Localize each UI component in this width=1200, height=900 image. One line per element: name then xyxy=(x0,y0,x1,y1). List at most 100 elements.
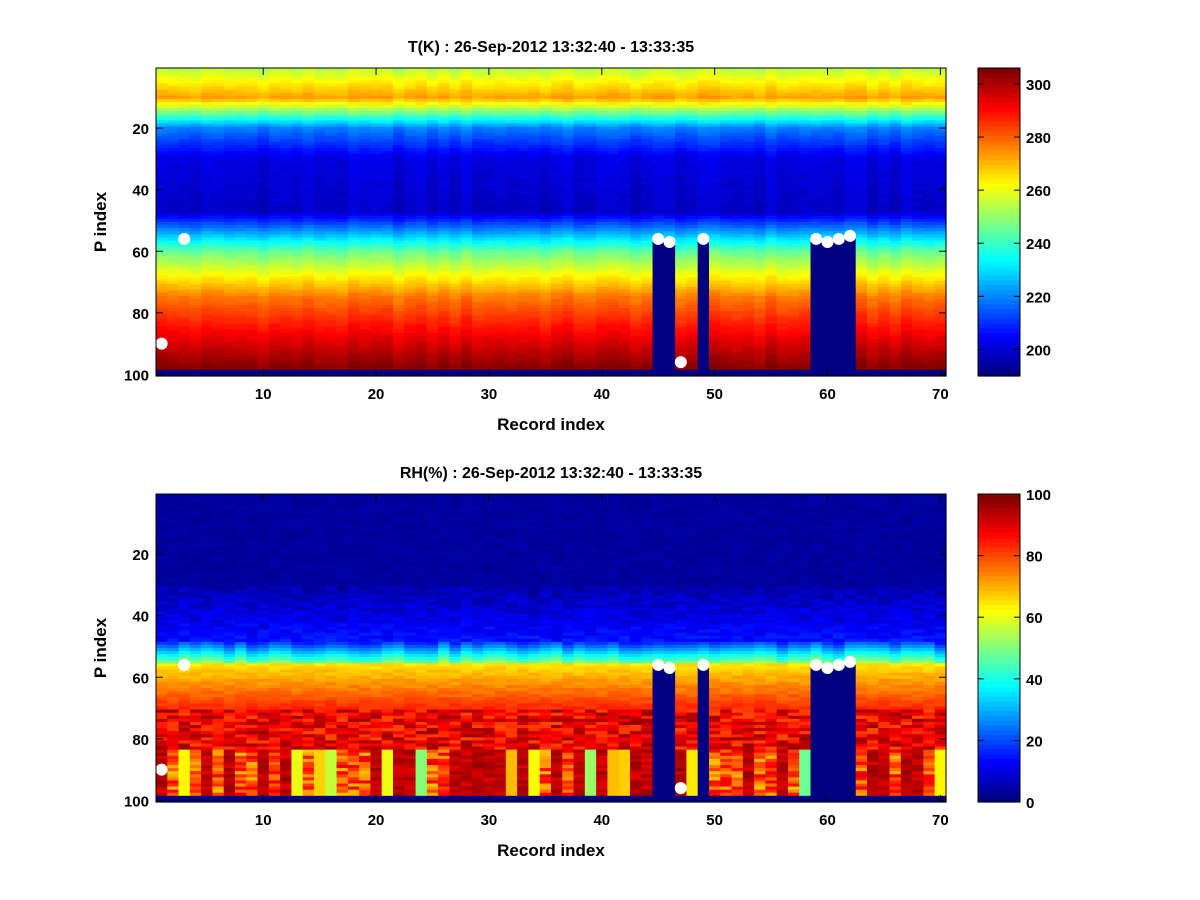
heatmap-cell xyxy=(393,114,405,118)
heatmap-cell xyxy=(438,283,451,288)
heatmap-cell xyxy=(257,314,270,319)
heatmap-cell xyxy=(246,101,259,106)
heatmap-cell xyxy=(178,351,191,356)
heatmap-cell xyxy=(370,157,383,161)
heatmap-cell xyxy=(325,231,338,235)
heatmap-cell xyxy=(156,283,168,288)
heatmap-cell xyxy=(246,145,259,149)
heatmap-cell xyxy=(178,265,191,269)
heatmap-cell xyxy=(189,172,202,177)
heatmap-cell xyxy=(223,243,236,248)
heatmap-cell xyxy=(235,366,247,371)
heatmap-cell xyxy=(359,138,372,143)
heatmap-cell xyxy=(438,181,451,186)
heatmap-cell xyxy=(359,129,372,134)
heatmap-cell xyxy=(438,178,451,183)
heatmap-cell xyxy=(370,178,383,183)
heatmap-cell xyxy=(156,351,168,356)
heatmap-cell xyxy=(393,218,405,223)
heatmap-cell xyxy=(347,92,360,97)
heatmap-cell xyxy=(268,114,281,118)
heatmap-cell xyxy=(449,295,462,300)
heatmap-cell xyxy=(381,292,394,297)
heatmap-cell xyxy=(280,268,293,272)
heatmap-cell xyxy=(268,215,281,220)
heatmap-cell xyxy=(178,138,191,143)
heatmap-cell xyxy=(336,317,349,322)
heatmap-cell xyxy=(189,342,202,346)
heatmap-cell xyxy=(370,289,383,294)
heatmap-cell xyxy=(189,311,202,315)
heatmap-cell xyxy=(359,240,372,245)
heatmap-cell xyxy=(167,163,180,168)
heatmap-cell xyxy=(325,160,338,165)
heatmap-cell xyxy=(257,348,270,352)
heatmap-cell xyxy=(449,166,462,171)
heatmap-cell xyxy=(201,114,214,118)
heatmap-cell xyxy=(178,92,191,97)
heatmap-cell xyxy=(325,98,338,103)
heatmap-cell xyxy=(336,218,349,223)
heatmap-cell xyxy=(189,215,202,220)
heatmap-cell xyxy=(178,271,191,275)
heatmap-cell xyxy=(201,166,214,171)
heatmap-cell xyxy=(426,351,439,356)
heatmap-cell xyxy=(426,249,439,254)
heatmap-cell xyxy=(449,372,462,377)
heatmap-cell xyxy=(156,157,168,161)
heatmap-cell xyxy=(314,262,326,266)
heatmap-cell xyxy=(201,314,214,319)
heatmap-cell xyxy=(156,354,168,359)
heatmap-cell xyxy=(167,191,180,195)
heatmap-cell xyxy=(336,314,349,319)
heatmap-cell xyxy=(257,302,270,306)
heatmap-cell xyxy=(268,323,281,328)
heatmap-cell xyxy=(178,129,191,134)
heatmap-cell xyxy=(212,108,225,112)
heatmap-cell xyxy=(325,129,338,134)
heatmap-cell xyxy=(302,255,315,260)
heatmap-cell xyxy=(426,129,439,134)
heatmap-cell xyxy=(156,104,168,109)
heatmap-cell xyxy=(381,215,394,220)
heatmap-cell xyxy=(167,305,180,309)
heatmap-cell xyxy=(201,104,214,109)
heatmap-cell xyxy=(325,200,338,205)
heatmap-cell xyxy=(393,206,405,211)
heatmap-cell xyxy=(393,222,405,226)
heatmap-cell xyxy=(212,166,225,171)
heatmap-cell xyxy=(178,120,191,125)
heatmap-cell xyxy=(156,145,168,149)
heatmap-cell xyxy=(178,262,191,266)
heatmap-cell xyxy=(257,101,270,106)
heatmap-cell xyxy=(223,86,236,91)
heatmap-cell xyxy=(189,240,202,245)
heatmap-cell xyxy=(302,200,315,205)
heatmap-cell xyxy=(393,145,405,149)
heatmap-cell xyxy=(381,151,394,155)
heatmap-cell xyxy=(189,175,202,180)
heatmap-cell xyxy=(325,237,338,242)
heatmap-cell xyxy=(257,271,270,275)
heatmap-cell xyxy=(235,95,247,100)
heatmap-cell xyxy=(246,308,259,312)
heatmap-cell xyxy=(370,120,383,125)
heatmap-cell xyxy=(291,348,304,352)
heatmap-cell xyxy=(426,111,439,115)
heatmap-cell xyxy=(280,289,293,294)
heatmap-cell xyxy=(201,228,214,232)
heatmap-cell xyxy=(404,262,417,266)
heatmap-cell xyxy=(189,68,202,72)
heatmap-cell xyxy=(336,243,349,248)
heatmap-cell xyxy=(201,348,214,352)
heatmap-cell xyxy=(302,302,315,306)
heatmap-cell xyxy=(223,320,236,325)
heatmap-cell xyxy=(291,80,304,84)
heatmap-cell xyxy=(223,255,236,260)
heatmap-cell xyxy=(189,145,202,149)
heatmap-cell xyxy=(167,345,180,349)
heatmap-cell xyxy=(370,209,383,214)
heatmap-cell xyxy=(257,305,270,309)
heatmap-cell xyxy=(223,305,236,309)
